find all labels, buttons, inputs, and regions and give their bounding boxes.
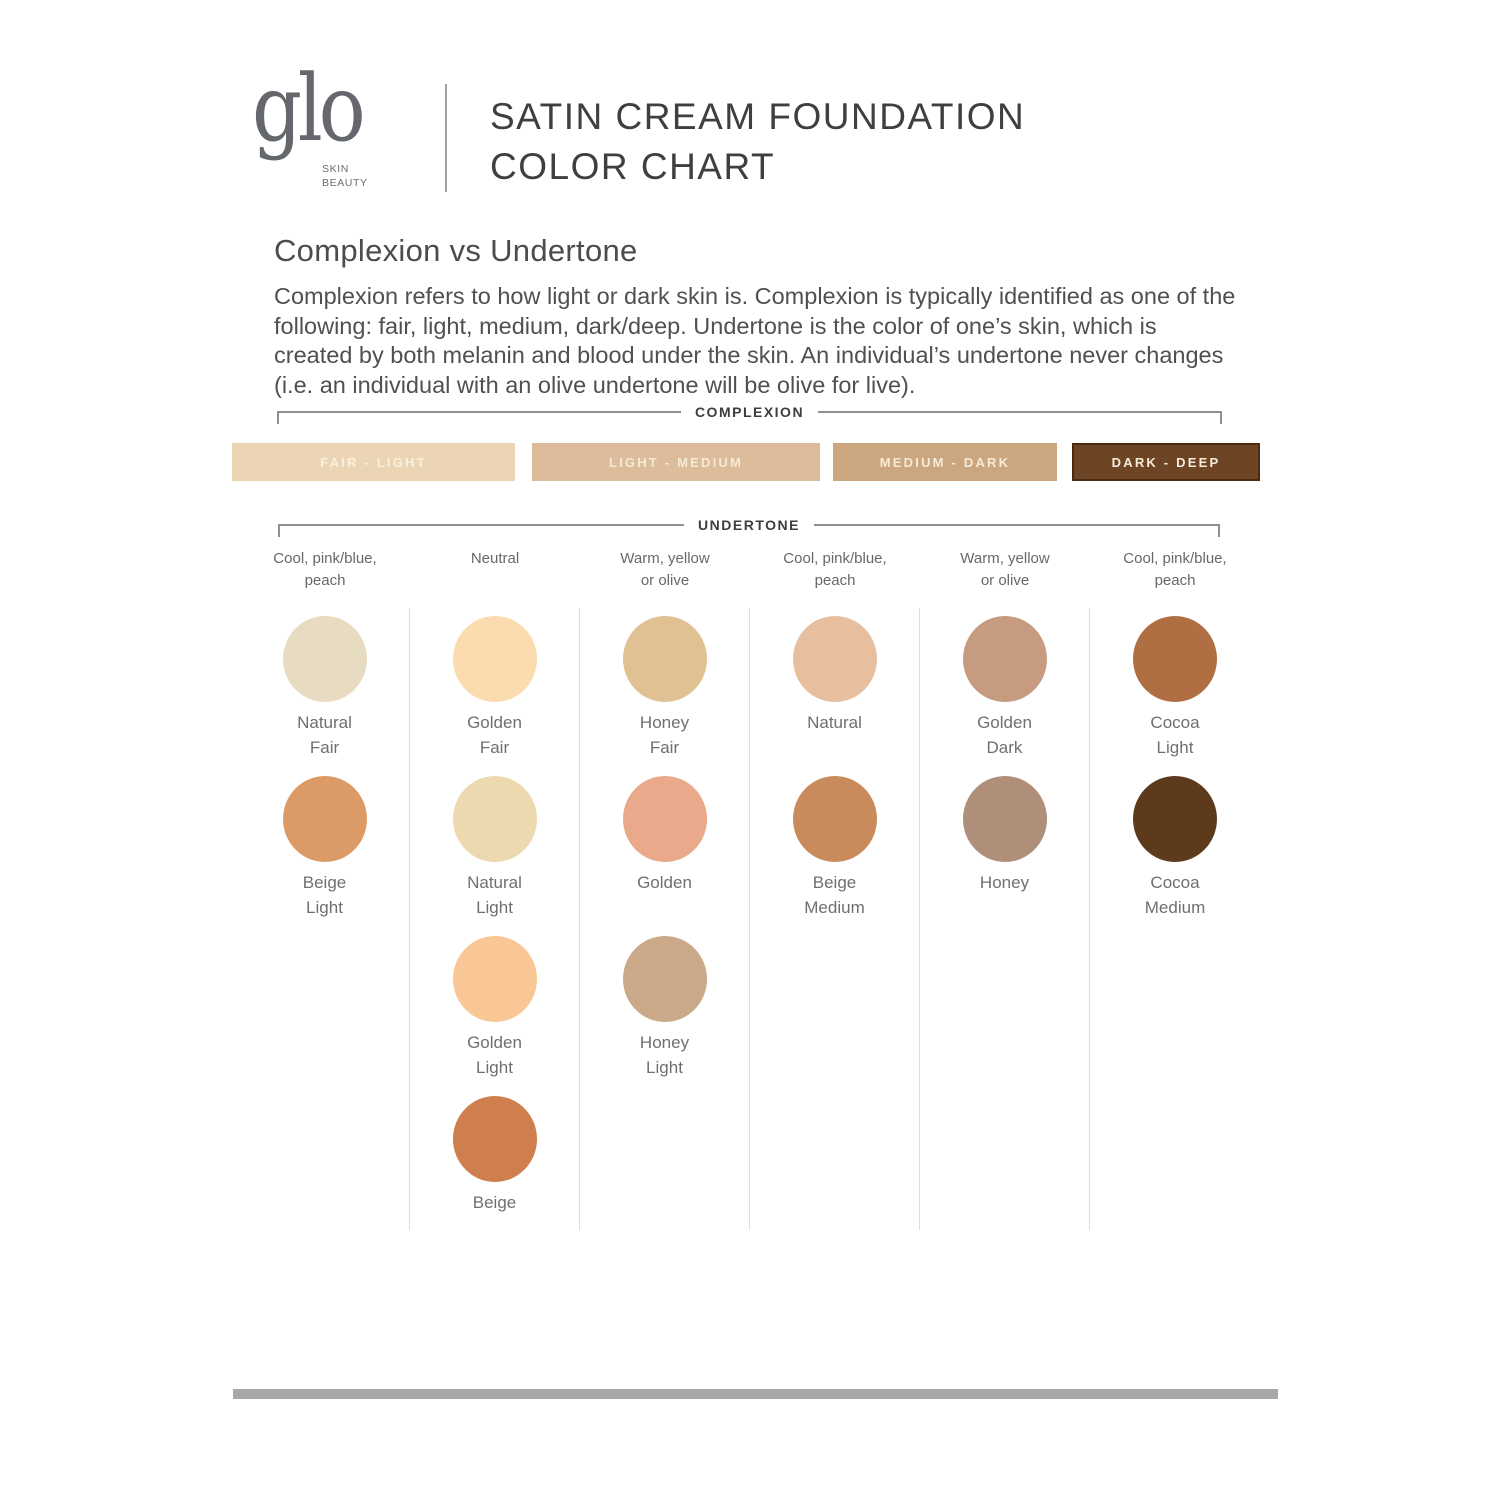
- shade-label: Natural Light: [467, 873, 522, 917]
- shade-label: Golden Light: [467, 1033, 522, 1077]
- shade-swatch: [282, 616, 367, 702]
- shade-label: Golden Fair: [467, 713, 522, 757]
- complexion-bands: FAIR - LIGHT LIGHT - MEDIUM MEDIUM - DAR…: [232, 443, 1260, 481]
- glo-logo: glo: [252, 55, 366, 162]
- shade-cell: Honey Fair: [580, 608, 749, 768]
- shade-cell: Beige Medium: [750, 768, 919, 928]
- shade-swatch: [792, 616, 877, 702]
- shade-cell: Golden Light: [410, 928, 579, 1088]
- band-light-medium: LIGHT - MEDIUM: [532, 443, 820, 481]
- header-divider: [445, 84, 447, 192]
- undertone-headers: Cool, pink/blue, peach Neutral Warm, yel…: [240, 548, 1260, 592]
- shade-label: Natural: [807, 713, 862, 732]
- shade-cell: Cocoa Light: [1090, 608, 1260, 768]
- shade-column-5: Golden Dark Honey: [920, 608, 1090, 1230]
- bracket-tick-right: [1220, 411, 1222, 424]
- shade-column-6: Cocoa Light Cocoa Medium: [1090, 608, 1260, 1230]
- undertone-header: Neutral: [470, 550, 520, 567]
- shade-cell: Golden Fair: [410, 608, 579, 768]
- shade-label: Honey Fair: [639, 713, 690, 757]
- shade-label: Beige Medium: [804, 873, 865, 917]
- shade-swatch: [792, 776, 877, 862]
- band-medium-dark: MEDIUM - DARK: [833, 443, 1057, 481]
- undertone-bracket: UNDERTONE: [278, 517, 1221, 538]
- shade-label: Beige Light: [302, 873, 347, 917]
- shade-swatch: [1133, 616, 1217, 702]
- footer-divider-bar: [233, 1389, 1278, 1399]
- shade-column-4: Natural Beige Medium: [750, 608, 920, 1230]
- undertone-header: Cool, pink/blue, peach: [273, 550, 377, 589]
- shade-grid: Natural Fair Beige Light Golden Fair Nat…: [240, 608, 1260, 1230]
- bracket-line: [278, 524, 685, 526]
- complexion-bracket: COMPLEXION: [277, 405, 1222, 425]
- shade-cell: Golden: [580, 768, 749, 928]
- band-dark-deep: DARK - DEEP: [1072, 443, 1260, 481]
- bracket-line: [813, 524, 1221, 526]
- shade-column-1: Natural Fair Beige Light: [240, 608, 410, 1230]
- shade-swatch: [452, 936, 537, 1022]
- shade-swatch: [1133, 776, 1217, 862]
- shade-column-2: Golden Fair Natural Light Golden Light B…: [410, 608, 580, 1230]
- undertone-header: Cool, pink/blue, peach: [783, 550, 887, 589]
- undertone-header: Cool, pink/blue, peach: [1123, 550, 1227, 589]
- page-title-line2: COLOR CHART: [490, 146, 776, 187]
- shade-cell: Beige: [410, 1088, 579, 1248]
- bracket-tick-right: [1218, 524, 1220, 537]
- complexion-bracket-label: COMPLEXION: [694, 404, 805, 420]
- undertone-header: Warm, yellow or olive: [620, 550, 710, 589]
- shade-swatch: [962, 616, 1047, 702]
- shade-label: Beige: [472, 1193, 517, 1212]
- shade-swatch: [452, 616, 537, 702]
- shade-label: Golden: [637, 873, 692, 892]
- shade-cell: Cocoa Medium: [1090, 768, 1260, 928]
- shade-label: Natural Fair: [297, 713, 352, 757]
- shade-swatch: [962, 776, 1047, 862]
- page-title: SATIN CREAM FOUNDATION COLOR CHART: [490, 92, 1025, 192]
- shade-swatch: [622, 616, 707, 702]
- bracket-tick-left: [277, 411, 279, 424]
- glo-logo-subtext: SKIN BEAUTY: [322, 163, 368, 189]
- shade-swatch: [622, 776, 707, 862]
- shade-column-3: Honey Fair Golden Honey Light: [580, 608, 750, 1230]
- shade-swatch: [452, 776, 537, 862]
- intro-paragraph: Complexion refers to how light or dark s…: [274, 283, 1236, 398]
- band-label: DARK - DEEP: [1111, 454, 1221, 470]
- shade-cell: Honey: [920, 768, 1089, 928]
- shade-swatch: [282, 776, 367, 862]
- shade-label: Honey Light: [639, 1033, 690, 1077]
- shade-label: Cocoa Medium: [1144, 873, 1206, 917]
- shade-cell: Golden Dark: [920, 608, 1089, 768]
- bracket-line: [818, 411, 1222, 413]
- shade-cell: Natural Light: [410, 768, 579, 928]
- shade-cell: Natural: [750, 608, 919, 768]
- band-label: LIGHT - MEDIUM: [608, 454, 744, 470]
- shade-swatch: [622, 936, 707, 1022]
- shade-swatch: [452, 1096, 537, 1182]
- bracket-line: [277, 411, 681, 413]
- band-fair-light: FAIR - LIGHT: [232, 443, 515, 481]
- band-label: FAIR - LIGHT: [320, 454, 427, 470]
- shade-cell: Honey Light: [580, 928, 749, 1088]
- shade-cell: Natural Fair: [240, 608, 409, 768]
- shade-cell: Beige Light: [240, 768, 409, 928]
- section-heading: Complexion vs Undertone: [274, 233, 638, 268]
- undertone-header: Warm, yellow or olive: [960, 550, 1050, 589]
- shade-label: Honey: [979, 873, 1030, 892]
- bracket-tick-left: [278, 524, 280, 537]
- shade-label: Golden Dark: [977, 713, 1032, 757]
- band-label: MEDIUM - DARK: [879, 454, 1011, 470]
- undertone-bracket-label: UNDERTONE: [698, 517, 800, 533]
- shade-label: Cocoa Light: [1150, 713, 1200, 757]
- page-title-line1: SATIN CREAM FOUNDATION: [490, 96, 1026, 137]
